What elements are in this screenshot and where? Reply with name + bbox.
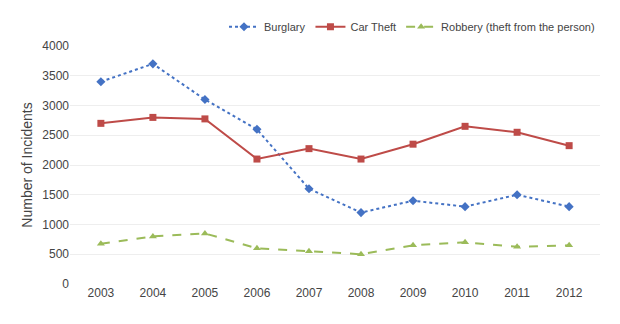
svg-text:0: 0 — [62, 277, 69, 291]
svg-text:2012: 2012 — [556, 286, 583, 300]
svg-text:1000: 1000 — [42, 218, 69, 232]
svg-text:Car Theft: Car Theft — [350, 21, 396, 33]
svg-text:2008: 2008 — [348, 286, 375, 300]
svg-text:2006: 2006 — [244, 286, 271, 300]
svg-text:2003: 2003 — [88, 286, 115, 300]
svg-text:Number of Incidents: Number of Incidents — [19, 102, 35, 227]
svg-text:2010: 2010 — [452, 286, 479, 300]
svg-text:2004: 2004 — [140, 286, 167, 300]
svg-text:4000: 4000 — [42, 39, 69, 53]
svg-text:2000: 2000 — [42, 158, 69, 172]
svg-text:3000: 3000 — [42, 99, 69, 113]
svg-text:1500: 1500 — [42, 188, 69, 202]
svg-text:Robbery (theft from the person: Robbery (theft from the person) — [441, 21, 594, 33]
svg-text:Burglary: Burglary — [264, 21, 305, 33]
svg-text:2009: 2009 — [400, 286, 427, 300]
svg-text:3500: 3500 — [42, 69, 69, 83]
svg-text:500: 500 — [49, 247, 69, 261]
svg-text:2005: 2005 — [192, 286, 219, 300]
svg-text:2007: 2007 — [296, 286, 323, 300]
svg-text:2500: 2500 — [42, 128, 69, 142]
svg-text:2011: 2011 — [504, 286, 530, 300]
